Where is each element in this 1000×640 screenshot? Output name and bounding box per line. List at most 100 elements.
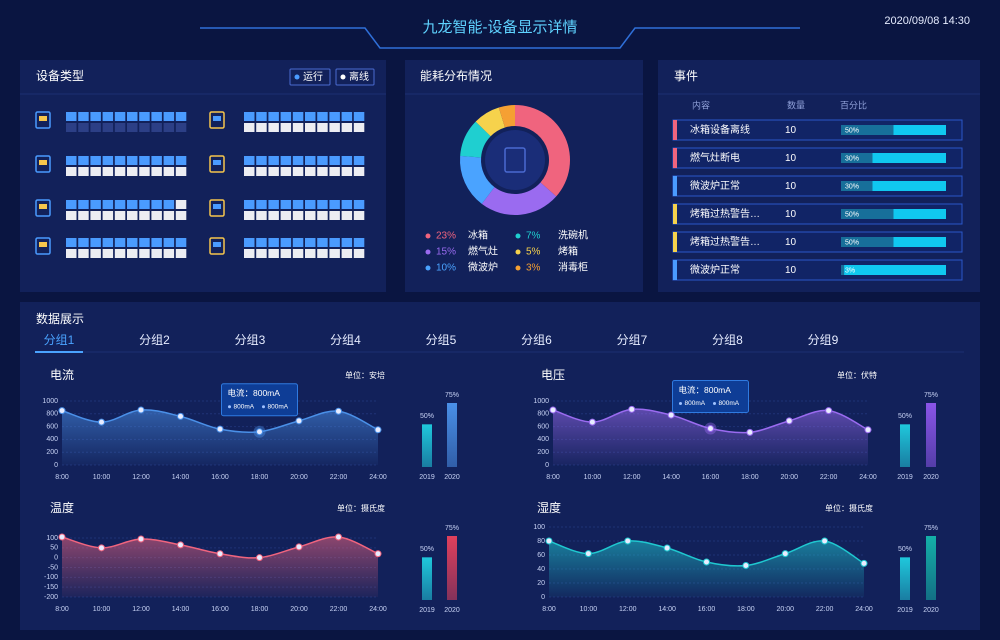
point [295,543,303,551]
x-tick-label: 22:00 [330,474,348,481]
event-name: 冰箱设备离线 [690,123,750,136]
device-cell [292,112,304,121]
legend-dot [515,249,521,255]
device-cell [329,211,340,220]
device-cell [163,112,175,121]
device-cell [280,167,292,176]
device-cell [353,156,365,165]
device-cell [127,112,138,121]
event-count: 10 [785,209,797,220]
point [58,407,66,415]
progress-fill [841,237,894,247]
panel-title: 数据展示 [36,311,84,326]
device-cell [280,123,292,132]
device-cell [280,112,292,121]
device-cell [151,112,162,121]
device-cell [90,112,101,121]
device-cell [78,200,89,209]
point [781,550,789,558]
device-cell [244,211,255,220]
device-cell [114,200,126,209]
legend-value: 3% [526,263,541,274]
x-tick-label: 14:00 [658,606,676,613]
progress-fill [841,209,894,219]
tab[interactable]: 分组7 [617,333,648,347]
device-cell [280,211,292,220]
x-tick-label: 14:00 [172,606,190,613]
device-cell [280,156,292,165]
progress-label: 50% [845,211,859,218]
device-cell [175,123,187,132]
device-cell [292,156,304,165]
device-cell [341,200,353,209]
tab[interactable]: 分组6 [521,333,552,347]
device-cell [256,238,267,247]
device-icon [209,199,225,217]
device-cell [341,112,353,121]
y-tick-label: 0 [545,462,549,469]
progress-label: 50% [845,127,859,134]
device-cell [66,211,77,220]
bar-label: 75% [924,392,938,399]
device-cell [268,112,279,121]
tab[interactable]: 分组8 [712,333,743,347]
device-cell [268,249,279,258]
tab[interactable]: 分组5 [426,333,457,347]
device-cell [127,123,138,132]
y-tick-label: 800 [537,411,549,418]
x-tick-label: 10:00 [93,474,111,481]
legend-dot [425,233,431,239]
device-cell [317,200,328,209]
device-cell [102,167,114,176]
column-header: 数量 [787,99,805,110]
device-cell [256,156,267,165]
legend-value: 23% [436,231,456,242]
device-cell [280,200,292,209]
device-cell [268,167,279,176]
point [98,418,105,426]
event-name: 微波炉正常 [690,263,740,276]
device-cell [175,211,187,220]
point [545,537,553,545]
event-marker [673,176,677,196]
tab[interactable]: 分组4 [330,333,361,347]
x-tick-label: 20:00 [780,474,798,481]
device-cell [256,249,267,258]
legend-value: 10% [436,263,456,274]
device-icon [213,160,221,165]
device-cell [280,249,292,258]
tab[interactable]: 分组1 [44,333,75,347]
device-cell [114,238,126,247]
device-cell [305,123,316,132]
tab[interactable]: 分组3 [235,333,266,347]
device-cell [151,123,162,132]
y-tick-label: 400 [537,436,549,443]
y-tick-label: 80 [537,538,545,545]
point [584,550,592,558]
tab[interactable]: 分组2 [139,333,170,347]
tab[interactable]: 分组9 [808,333,839,347]
donut-segment [498,105,515,128]
device-cell [305,156,316,165]
device-cell [268,211,279,220]
chart-unit: 单位：伏特 [837,370,877,380]
panel-title: 设备类型 [36,69,84,83]
progress-fill [841,153,873,163]
y-tick-label: 100 [533,524,545,531]
bar [900,424,910,467]
legend-label: 燃气灶 [468,245,498,258]
device-cell [151,167,162,176]
legend-label: 烤箱 [558,245,578,258]
bar [447,536,457,600]
device-icon [35,111,51,129]
progress-track [841,153,946,163]
column-header: 百分比 [840,99,867,110]
device-cell [102,211,114,220]
x-tick-label: 24:00 [369,606,387,613]
x-tick-label: 24:00 [369,474,387,481]
device-cell [175,249,187,258]
device-cell [139,211,150,220]
device-cell [256,167,267,176]
device-cell [292,249,304,258]
point [624,537,632,545]
